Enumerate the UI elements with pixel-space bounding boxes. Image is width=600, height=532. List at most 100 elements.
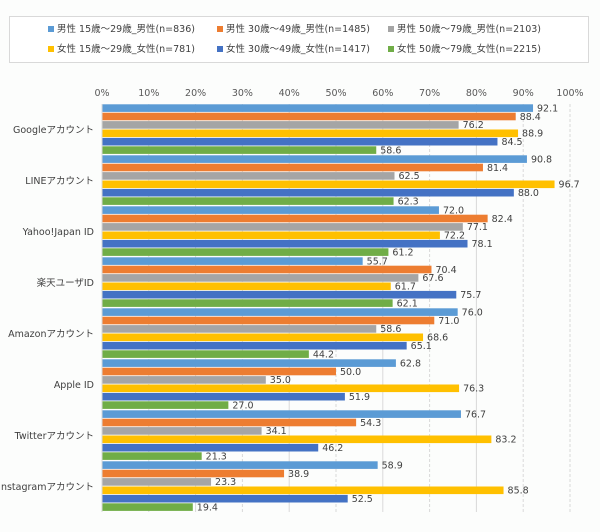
bar bbox=[102, 265, 432, 274]
legend-label: 女性 30歳～49歳_女性(n=1417) bbox=[226, 44, 371, 55]
bar bbox=[102, 239, 468, 248]
bar bbox=[102, 206, 439, 214]
value-label: 76.2 bbox=[463, 120, 484, 131]
value-label: 38.9 bbox=[288, 469, 309, 480]
bar bbox=[102, 172, 395, 180]
value-label: 19.4 bbox=[197, 502, 218, 513]
bar bbox=[102, 384, 460, 393]
bar bbox=[102, 180, 555, 189]
bar bbox=[102, 333, 424, 342]
value-label: 70.4 bbox=[435, 265, 456, 276]
bar bbox=[102, 104, 534, 112]
bar bbox=[102, 469, 285, 478]
value-label: 65.1 bbox=[411, 341, 432, 352]
legend-swatch bbox=[388, 45, 394, 52]
bar bbox=[102, 163, 483, 172]
legend-item: 男性 15歳～29歳_男性(n=836) bbox=[48, 24, 195, 36]
value-label: 72.0 bbox=[443, 205, 464, 216]
bar bbox=[102, 443, 319, 452]
value-label: 88.0 bbox=[518, 188, 539, 199]
bar bbox=[102, 435, 492, 444]
value-label: 58.9 bbox=[382, 460, 403, 471]
value-label: 77.1 bbox=[467, 222, 488, 233]
category-label: Yahoo!Japan ID bbox=[22, 227, 94, 238]
x-tick-label: 60% bbox=[372, 88, 393, 99]
x-tick-label: 0% bbox=[94, 88, 109, 99]
bar bbox=[102, 129, 519, 138]
value-label: 76.3 bbox=[463, 384, 484, 395]
value-label: 58.6 bbox=[380, 145, 401, 156]
bar bbox=[102, 478, 212, 486]
bar bbox=[102, 299, 393, 307]
legend-swatch bbox=[217, 45, 223, 52]
legend-label: 男性 30歳～49歳_男性(n=1485) bbox=[226, 24, 371, 35]
value-label: 85.8 bbox=[508, 486, 529, 497]
value-label: 35.0 bbox=[270, 375, 291, 386]
legend-label: 男性 50歳～79歳_男性(n=2103) bbox=[397, 24, 542, 35]
value-label: 62.8 bbox=[400, 358, 421, 369]
bar bbox=[102, 257, 363, 265]
bar bbox=[102, 197, 394, 205]
value-label: 78.1 bbox=[472, 239, 493, 250]
bar bbox=[102, 112, 516, 121]
x-tick-label: 50% bbox=[325, 88, 346, 99]
value-label: 52.5 bbox=[352, 494, 373, 505]
value-label: 58.6 bbox=[380, 324, 401, 335]
legend-item: 女性 30歳～49歳_女性(n=1417) bbox=[217, 44, 370, 56]
bar bbox=[102, 231, 440, 240]
x-tick-label: 70% bbox=[419, 88, 440, 99]
legend-label: 男性 15歳～29歳_男性(n=836) bbox=[57, 24, 195, 35]
category-label: Amazonアカウント bbox=[8, 329, 94, 340]
bar bbox=[102, 367, 336, 376]
value-label: 84.5 bbox=[501, 137, 522, 148]
value-label: 50.0 bbox=[340, 367, 361, 378]
bar bbox=[102, 316, 435, 325]
value-label: 72.2 bbox=[444, 231, 465, 242]
value-label: 62.5 bbox=[399, 171, 420, 182]
bar bbox=[102, 486, 504, 495]
value-label: 81.4 bbox=[487, 163, 508, 174]
bar bbox=[102, 308, 458, 316]
bar bbox=[102, 223, 463, 231]
value-label: 92.1 bbox=[537, 103, 558, 114]
value-label: 76.7 bbox=[465, 409, 486, 420]
legend: 男性 15歳～29歳_男性(n=836) 男性 30歳～49歳_男性(n=1485… bbox=[9, 16, 589, 63]
legend-swatch bbox=[217, 25, 223, 32]
value-label: 23.3 bbox=[215, 477, 236, 488]
value-label: 62.3 bbox=[398, 196, 419, 207]
bar bbox=[102, 137, 498, 146]
bar bbox=[102, 341, 407, 350]
value-label: 75.7 bbox=[460, 290, 481, 301]
legend-label: 女性 15歳～29歳_女性(n=781) bbox=[57, 44, 195, 55]
value-label: 51.9 bbox=[349, 392, 370, 403]
bar bbox=[102, 290, 457, 299]
x-tick-label: 100% bbox=[556, 88, 583, 99]
x-tick-label: 30% bbox=[232, 88, 253, 99]
value-label: 62.1 bbox=[397, 298, 418, 309]
bar bbox=[102, 282, 391, 291]
value-label: 90.8 bbox=[531, 154, 552, 165]
category-label: LINEアカウント bbox=[25, 176, 94, 187]
value-label: 76.0 bbox=[462, 307, 483, 318]
bar bbox=[102, 155, 527, 163]
bar bbox=[102, 350, 309, 358]
bar bbox=[102, 248, 389, 256]
value-label: 67.6 bbox=[422, 273, 443, 284]
x-tick-label: 40% bbox=[279, 88, 300, 99]
x-tick-label: 90% bbox=[513, 88, 534, 99]
bar bbox=[102, 274, 419, 282]
bar bbox=[102, 392, 345, 401]
category-label: Googleアカウント bbox=[13, 125, 94, 136]
category-label: Apple ID bbox=[54, 380, 94, 391]
bar bbox=[102, 461, 378, 469]
bar bbox=[102, 452, 202, 460]
value-label: 96.7 bbox=[559, 180, 580, 191]
value-label: 88.9 bbox=[522, 129, 543, 140]
bar bbox=[102, 418, 357, 427]
bar bbox=[102, 325, 377, 333]
legend-swatch bbox=[48, 25, 54, 32]
bar bbox=[102, 376, 266, 384]
value-label: 55.7 bbox=[367, 256, 388, 267]
bar bbox=[102, 214, 488, 223]
